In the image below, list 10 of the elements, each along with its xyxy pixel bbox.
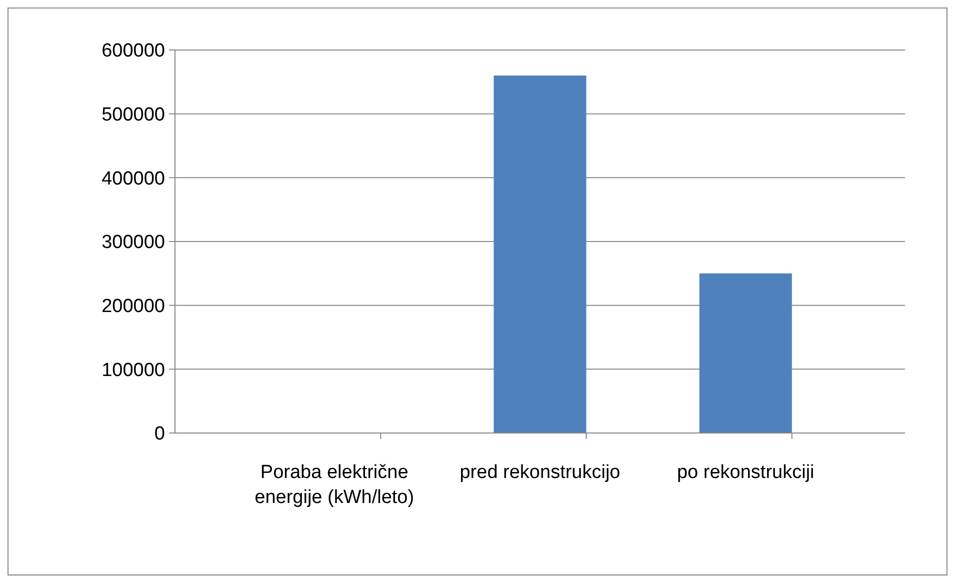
y-tick-label: 500000 xyxy=(102,104,165,126)
y-tick-label: 100000 xyxy=(102,360,165,381)
y-tick-label: 200000 xyxy=(102,296,165,317)
x-tick-label: po rekonstrukciji xyxy=(676,462,814,483)
x-tick-label: Poraba električne energije (kWh/leto) xyxy=(254,462,414,508)
y-tick-label: 300000 xyxy=(102,232,165,254)
y-tick-label: 400000 xyxy=(102,168,165,190)
x-tick-label: pred rekonstrukcijo xyxy=(460,462,620,483)
y-tick-label: 600000 xyxy=(102,40,165,62)
y-tick-label: 0 xyxy=(154,424,165,445)
